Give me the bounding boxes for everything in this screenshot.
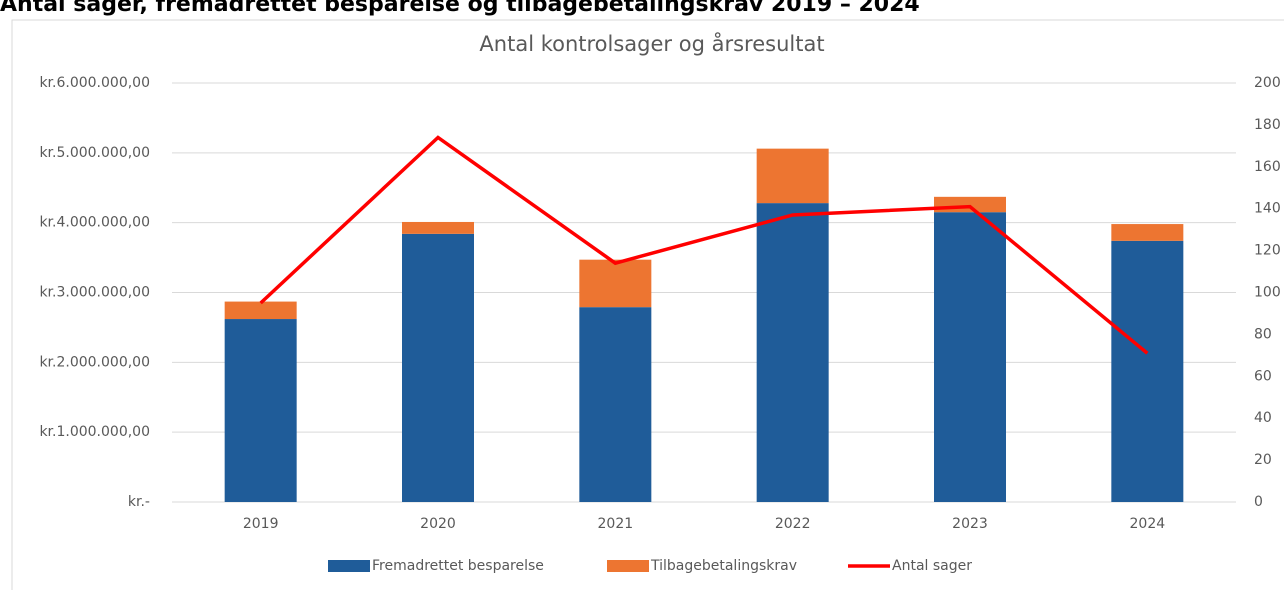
x-tick-label: 2023 [952, 516, 988, 532]
legend-label: Fremadrettet besparelse [372, 558, 544, 574]
line [259, 135, 1149, 355]
bar [1111, 224, 1184, 241]
bar [756, 148, 829, 204]
x-tick-label: 2021 [598, 516, 634, 532]
y2-tick-label: 0 [1254, 494, 1263, 510]
y-tick-label: kr.1.000.000,00 [39, 424, 150, 440]
legend-swatch [328, 560, 370, 572]
bar [402, 233, 474, 502]
y-tick-label: kr.- [128, 494, 150, 510]
y2-tick-label: 60 [1254, 368, 1272, 384]
y2-tick-label: 180 [1254, 117, 1281, 133]
x-tick-label: 2019 [243, 516, 279, 532]
bar [934, 196, 1006, 213]
y2-tick-label: 40 [1254, 410, 1272, 426]
chart-title: Antal kontrolsager og årsresultat [479, 31, 824, 56]
bar [934, 212, 1006, 503]
bar [1111, 240, 1184, 502]
x-tick-label: 2022 [775, 516, 811, 532]
legend-label: Tilbagebetalingskrav [650, 558, 797, 574]
y-tick-label: kr.3.000.000,00 [39, 285, 150, 301]
y2-tick-label: 160 [1254, 159, 1281, 175]
y-tick-label: kr.2.000.000,00 [39, 354, 150, 370]
page-title: Antal sager, fremadrettet besparelse og … [0, 0, 920, 17]
x-tick-label: 2020 [420, 516, 456, 532]
y-tick-label: kr.4.000.000,00 [39, 215, 150, 231]
legend-swatch [607, 560, 649, 572]
bar [224, 319, 297, 502]
bar [756, 203, 829, 502]
y2-tick-label: 100 [1254, 285, 1281, 301]
bar [579, 259, 652, 308]
x-tick-label: 2024 [1130, 516, 1166, 532]
y2-tick-label: 140 [1254, 201, 1281, 217]
legend-label: Antal sager [892, 558, 972, 574]
y2-tick-label: 80 [1254, 326, 1272, 342]
bar [579, 307, 652, 502]
y2-tick-label: 200 [1254, 75, 1281, 91]
y2-tick-label: 120 [1254, 243, 1281, 259]
bar [402, 221, 474, 234]
y-tick-label: kr.5.000.000,00 [39, 145, 150, 161]
y2-tick-label: 20 [1254, 452, 1272, 468]
bar [224, 301, 297, 320]
y-tick-label: kr.6.000.000,00 [39, 75, 150, 91]
